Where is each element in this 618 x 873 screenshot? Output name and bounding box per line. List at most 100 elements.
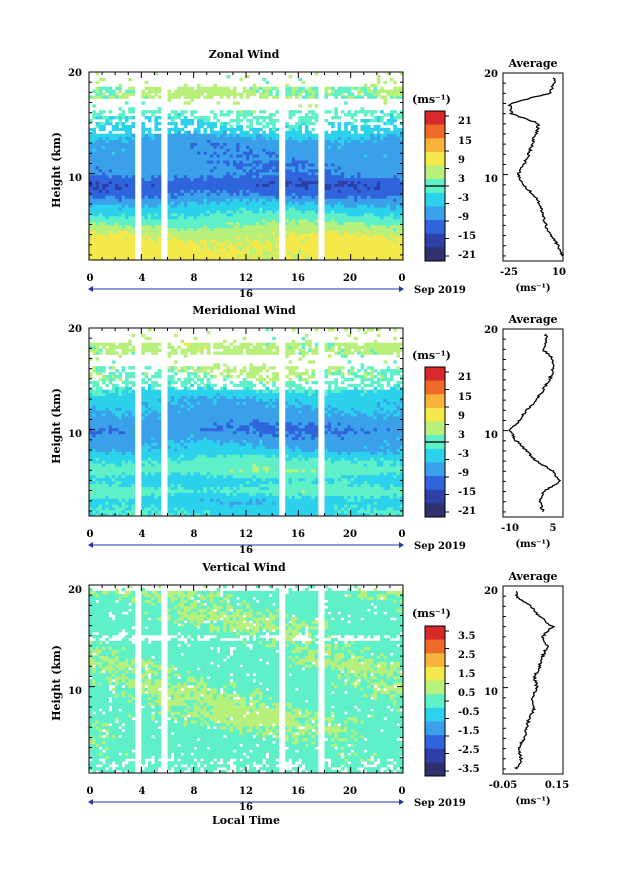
zonal-cell [376,242,381,246]
zonal-cell [334,236,338,240]
zonal-cell [262,86,267,91]
zonal-cell [167,145,172,149]
zonal-cell [311,180,316,185]
zonal-cell [347,166,352,170]
zonal-cell [246,242,250,246]
zonal-cell [144,139,149,143]
meridional-cell [265,507,270,511]
zonal-cell [203,136,208,140]
zonal-cell [147,130,152,135]
zonal-cell [203,257,208,261]
zonal-cell [255,86,260,91]
zonal-cell [324,242,329,246]
zonal-cell [95,180,100,185]
zonal-cell [259,239,263,243]
zonal-cell [210,89,214,93]
meridional-cell [98,507,103,511]
zonal-cell [337,192,342,196]
zonal-cell [177,236,181,240]
zonal-cell [268,121,273,126]
zonal-cell [105,230,110,234]
zonal-cell [190,198,195,202]
zonal-cell [102,221,106,226]
zonal-cell [291,242,296,246]
zonal-cell [232,151,237,155]
zonal-cell [246,136,250,140]
zonal-cell [131,213,136,217]
zonal-cell [154,198,159,202]
zonal-cell [272,189,276,193]
zonal-cell [347,257,352,261]
zonal-cell [324,154,329,158]
zonal-cell [229,145,234,149]
zonal-cell [95,213,100,217]
zonal-cell [353,148,358,152]
zonal-cell [147,207,152,211]
zonal-cell [92,239,96,243]
meridional-cell [206,507,211,511]
meridional-cell [285,513,289,517]
zonal-cell [183,86,188,91]
zonal-cell [370,133,374,138]
zonal-cell [223,248,227,252]
zonal-cell [102,160,106,164]
meridional-cell [131,507,136,511]
meridional-cell [203,507,208,511]
zonal-cell [95,201,100,205]
zonal-cell [386,119,391,123]
zonal-cell [399,177,404,182]
zonal-cell [183,233,188,237]
zonal-cell [226,183,231,187]
meridional-cell [357,510,361,514]
zonal-cell [298,151,302,155]
zonal-cell [147,251,152,255]
zonal-cell [311,221,316,226]
zonal-cell [272,245,276,249]
zonal-cell [386,92,391,96]
zonal-cell [200,230,204,234]
zonal-cell [262,151,267,155]
zonal-cell [386,233,391,237]
zonal-cell [190,215,195,220]
zonal-cell [255,174,260,179]
meridional-cell [229,513,234,517]
zonal-cell [232,227,237,232]
zonal-cell [89,157,93,161]
zonal-cell [337,242,342,246]
zonal-cell [236,245,240,249]
zonal-cell [311,233,316,237]
zonal-cell [386,157,391,161]
zonal-cell [128,127,132,132]
meridional-cell [131,513,136,517]
zonal-cell [236,145,240,149]
zonal-cell [203,245,208,249]
zonal-cell [177,213,181,217]
meridional-cell [154,507,159,511]
zonal-cell [124,245,129,249]
zonal-cell [98,171,103,176]
zonal-cell [187,254,191,258]
zonal-cell [200,224,204,229]
zonal-cell [252,168,257,173]
zonal-cell [170,110,175,114]
zonal-cell [174,201,178,205]
zonal-cell [174,151,178,155]
zonal-cell [111,242,116,246]
zonal-cell [340,183,345,187]
zonal-cell [196,154,201,158]
meridional-cell [344,507,348,511]
zonal-cell [144,254,149,258]
zonal-cell [324,174,329,179]
zonal-cell [246,142,250,146]
zonal-cell [236,183,240,187]
zonal-cell [308,198,312,202]
zonal-cell [203,218,208,223]
zonal-cell [226,207,231,211]
zonal-cell [190,98,195,102]
zonal-cell [124,166,129,170]
zonal-cell [151,157,155,161]
zonal-cell [147,236,152,240]
zonal-cell [167,142,172,146]
zonal-cell [399,92,404,96]
zonal-cell [229,251,234,255]
